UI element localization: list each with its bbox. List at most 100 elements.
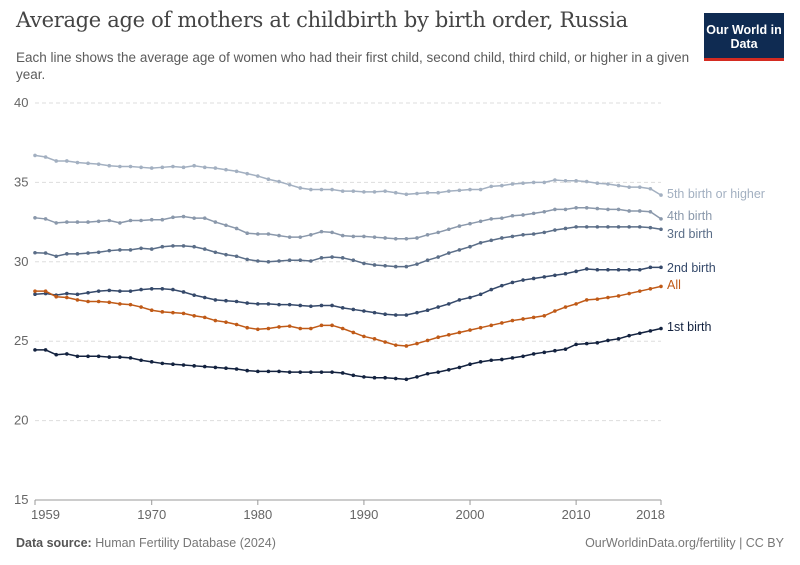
data-point <box>595 181 600 185</box>
data-point <box>563 179 568 183</box>
data-point <box>192 293 196 297</box>
source-link[interactable]: Human Fertility Database (2024) <box>95 536 276 550</box>
license-link[interactable]: OurWorldinData.org/fertility | CC BY <box>585 536 784 550</box>
data-point <box>213 220 218 224</box>
data-point <box>43 217 48 221</box>
data-point <box>637 289 642 293</box>
data-point <box>139 305 143 309</box>
series-line <box>35 285 662 347</box>
data-point <box>245 231 250 236</box>
data-point <box>436 190 440 195</box>
y-tick-label: 15 <box>14 492 28 507</box>
data-point <box>224 223 228 228</box>
series-line <box>34 226 662 268</box>
data-point <box>489 184 494 189</box>
line-chart: 15 20 25 30 35 40 1959 1970 1980 1990 2000 2010 2018… <box>14 95 765 522</box>
data-point <box>510 280 515 285</box>
data-point <box>542 180 547 185</box>
data-point <box>54 254 59 259</box>
data-point <box>33 216 37 220</box>
data-point <box>531 180 536 185</box>
data-point <box>521 317 525 321</box>
data-point <box>181 363 186 367</box>
data-point <box>171 244 175 248</box>
data-point <box>457 188 462 193</box>
data-point <box>213 318 218 323</box>
data-point <box>457 298 462 302</box>
data-point <box>54 221 59 225</box>
data-point <box>436 255 440 259</box>
data-point <box>340 256 345 260</box>
data-point <box>202 216 207 220</box>
data-point <box>383 340 387 344</box>
data-point <box>139 358 143 363</box>
data-point <box>457 330 462 335</box>
data-point <box>489 323 494 328</box>
data-point <box>393 264 398 269</box>
data-point <box>256 232 260 236</box>
data-point <box>404 313 409 317</box>
data-point <box>160 310 165 314</box>
data-point <box>266 302 271 306</box>
data-point <box>107 218 112 223</box>
data-point <box>118 289 122 293</box>
data-point <box>478 360 483 364</box>
data-point <box>149 360 154 364</box>
data-point <box>256 302 260 306</box>
data-point <box>192 244 196 249</box>
data-point <box>616 225 621 229</box>
data-point <box>616 337 621 341</box>
data-point <box>160 165 165 170</box>
data-point <box>542 350 547 355</box>
data-point <box>298 186 303 190</box>
data-point <box>393 236 398 241</box>
data-point <box>478 292 483 297</box>
owid-logo[interactable]: Our World in Data <box>704 13 784 61</box>
data-point <box>584 341 589 346</box>
data-point <box>637 331 642 336</box>
data-point <box>128 356 133 360</box>
data-point <box>478 240 483 245</box>
data-point <box>75 292 80 297</box>
data-point <box>54 352 59 357</box>
data-point <box>372 263 377 267</box>
data-point <box>616 267 621 272</box>
data-point <box>160 361 165 366</box>
data-point <box>627 267 631 272</box>
data-point <box>266 326 271 331</box>
data-point <box>139 218 143 223</box>
data-point <box>96 219 101 224</box>
data-point <box>234 254 239 259</box>
data-point <box>171 310 175 315</box>
y-tick-label: 25 <box>14 333 28 348</box>
data-point <box>606 267 610 272</box>
data-point <box>362 190 366 194</box>
data-point <box>606 182 610 186</box>
data-point <box>415 191 419 196</box>
data-point <box>330 230 334 235</box>
series-label: 1st birth <box>667 320 712 334</box>
data-point <box>595 267 600 272</box>
x-tick-label: 1959 <box>31 507 60 522</box>
data-point <box>531 232 536 236</box>
data-point <box>118 355 122 359</box>
data-point <box>362 261 366 266</box>
data-point <box>330 255 334 259</box>
data-point <box>224 320 228 324</box>
data-point <box>149 166 154 170</box>
data-point <box>213 250 218 255</box>
data-point <box>309 233 313 237</box>
data-point <box>256 327 260 332</box>
data-point <box>287 182 292 187</box>
data-point <box>415 310 419 315</box>
data-point <box>627 185 631 189</box>
data-point <box>510 213 515 218</box>
data-point <box>149 308 154 313</box>
data-point <box>149 286 154 291</box>
data-point <box>404 344 409 348</box>
data-point <box>659 284 663 289</box>
data-point <box>298 303 303 308</box>
data-point <box>372 375 377 380</box>
data-point <box>192 216 196 220</box>
data-point <box>213 166 218 170</box>
